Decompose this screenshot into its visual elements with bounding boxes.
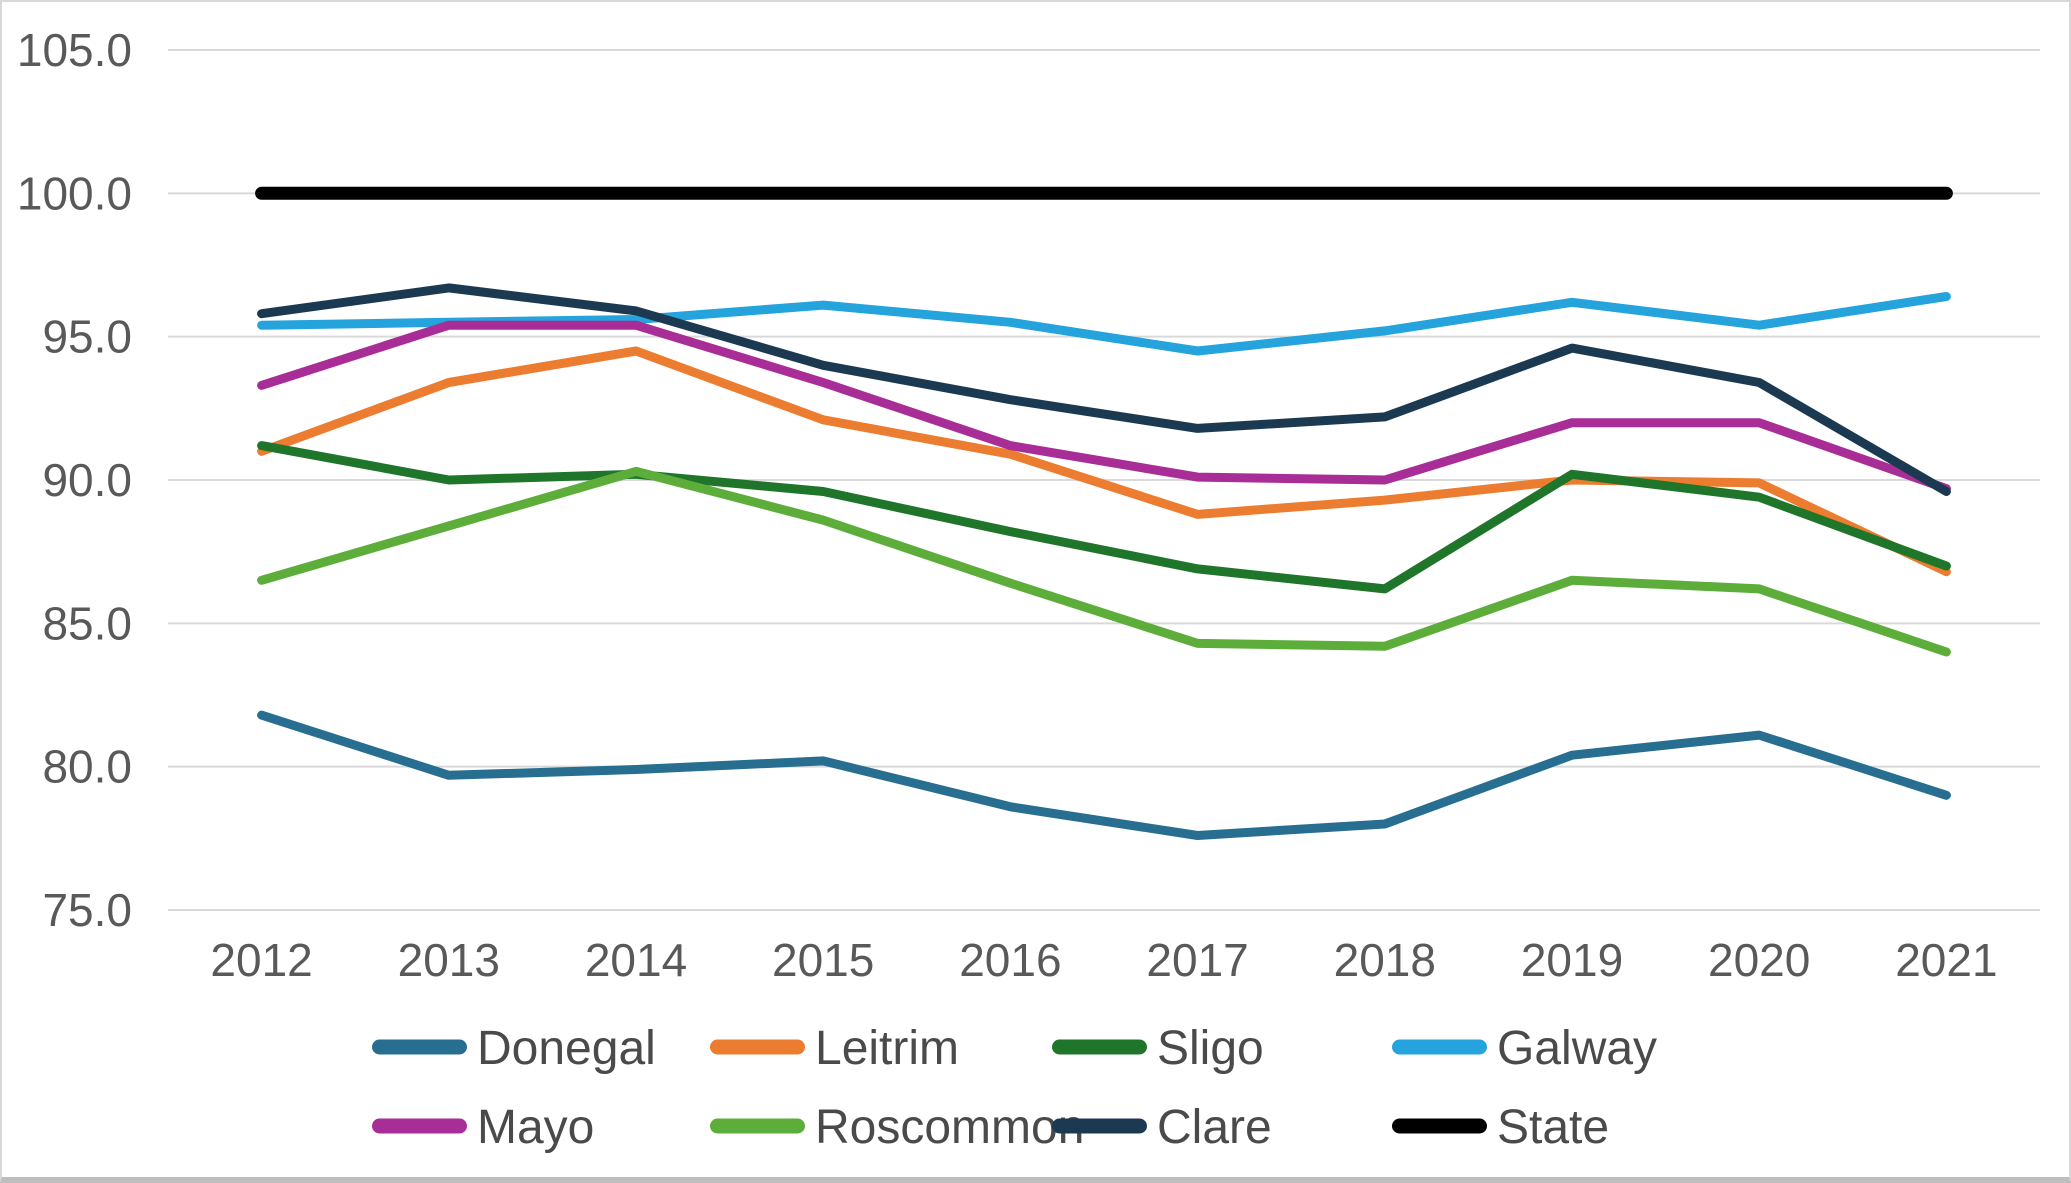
- y-axis-label: 105.0: [17, 24, 132, 76]
- legend-label-galway: Galway: [1497, 1022, 1657, 1075]
- legend-swatch-roscommon: [710, 1118, 805, 1134]
- legend-label-sligo: Sligo: [1157, 1022, 1264, 1075]
- x-axis-label: 2015: [772, 934, 874, 986]
- y-axis-label: 95.0: [42, 311, 132, 363]
- y-axis-label: 100.0: [17, 167, 132, 219]
- legend-label-state: State: [1497, 1101, 1609, 1154]
- series-line-clare: [257, 283, 1951, 496]
- legend-swatch-state: [1392, 1118, 1487, 1134]
- legend-label-roscommon: Roscommon: [815, 1101, 1084, 1154]
- legend-label-mayo: Mayo: [477, 1101, 594, 1154]
- legend-label-leitrim: Leitrim: [815, 1022, 959, 1075]
- legend-swatch-leitrim: [710, 1039, 805, 1055]
- x-axis-label: 2018: [1334, 934, 1436, 986]
- series-line-mayo: [257, 320, 1951, 494]
- x-axis-label: 2016: [959, 934, 1061, 986]
- y-axis-label: 80.0: [42, 741, 132, 793]
- legend-label-donegal: Donegal: [477, 1022, 656, 1075]
- x-axis-label: 2021: [1895, 934, 1997, 986]
- legend-swatch-galway: [1392, 1039, 1487, 1055]
- x-axis-label: 2019: [1521, 934, 1623, 986]
- x-axis-label: 2012: [210, 934, 312, 986]
- y-axis-label: 90.0: [42, 454, 132, 506]
- series-line-roscommon: [257, 466, 1951, 657]
- legend-swatch-mayo: [372, 1118, 467, 1134]
- series-line-donegal: [257, 710, 1951, 840]
- y-axis-label: 85.0: [42, 597, 132, 649]
- legend-swatch-donegal: [372, 1039, 467, 1055]
- legend-swatch-clare: [1052, 1118, 1147, 1134]
- legend-swatch-sligo: [1052, 1039, 1147, 1055]
- series-line-sligo: [257, 441, 1951, 594]
- x-axis-label: 2017: [1146, 934, 1248, 986]
- x-axis-label: 2020: [1708, 934, 1810, 986]
- x-axis-label: 2014: [585, 934, 687, 986]
- legend-label-clare: Clare: [1157, 1101, 1272, 1154]
- y-axis-label: 75.0: [42, 884, 132, 936]
- x-axis-label: 2013: [398, 934, 500, 986]
